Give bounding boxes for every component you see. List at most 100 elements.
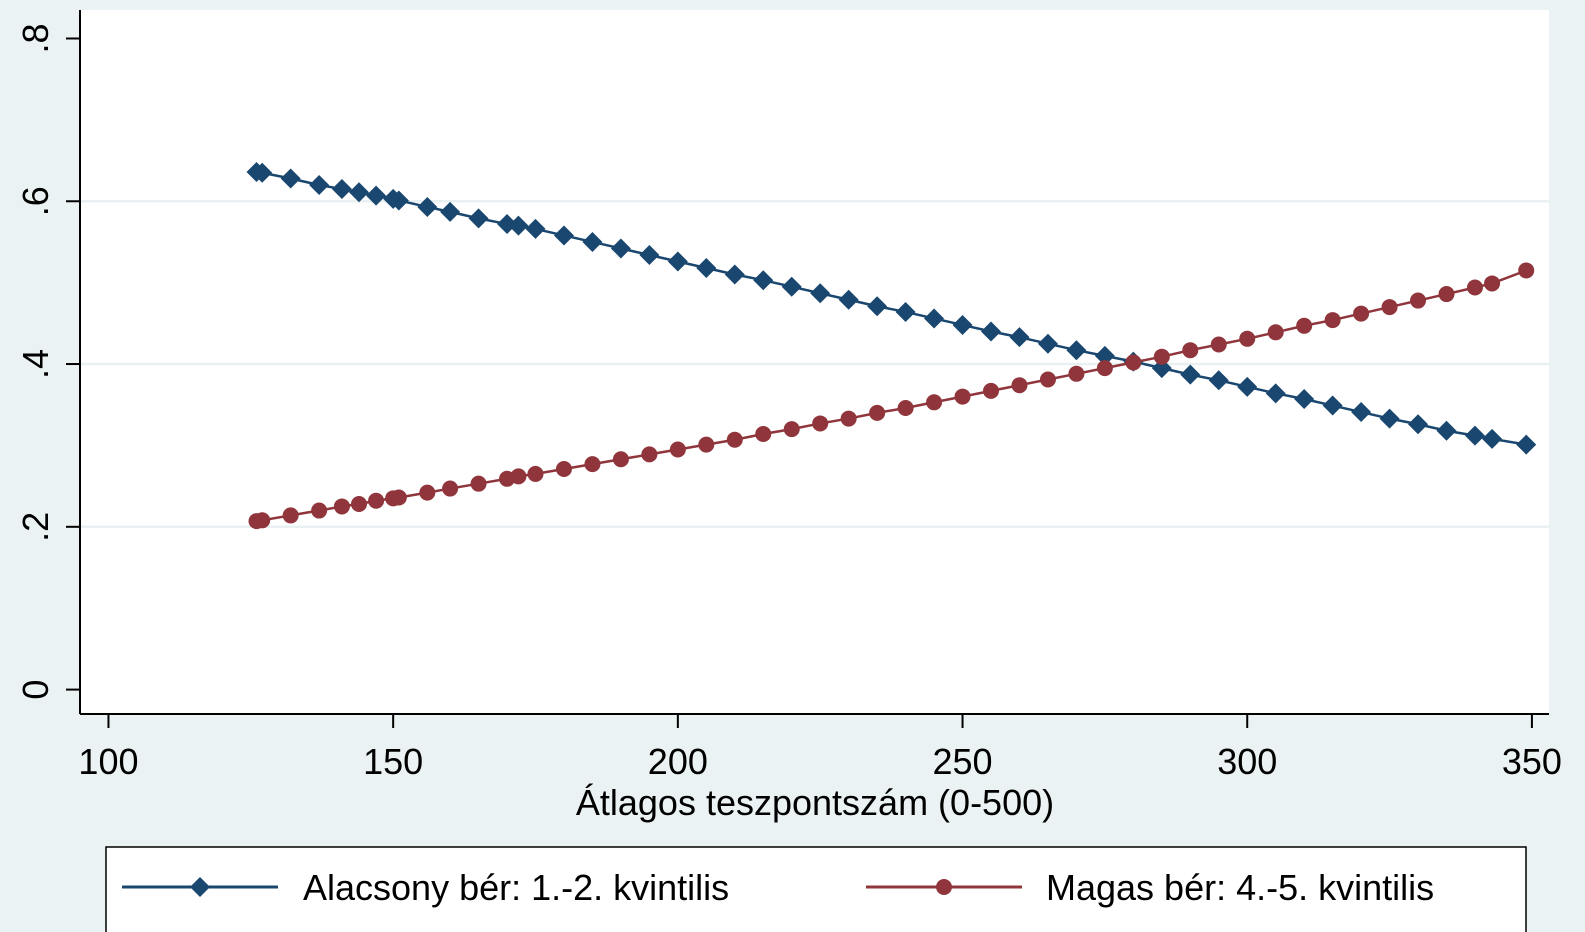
data-point-0-37 [1180, 364, 1201, 385]
data-point-1-49 [1518, 262, 1535, 279]
data-point-0-15 [553, 225, 574, 246]
data-point-1-2 [282, 507, 299, 524]
data-point-1-38 [1210, 336, 1227, 353]
data-point-1-22 [755, 426, 772, 443]
data-point-1-20 [698, 436, 715, 453]
grid-lines [80, 200, 1549, 529]
data-point-1-29 [954, 388, 971, 405]
legend-label-1: Magas bér: 4.-5. kvintilis [1046, 867, 1434, 908]
data-point-1-17 [612, 451, 629, 468]
data-point-1-27 [897, 399, 914, 416]
data-point-0-6 [366, 185, 387, 206]
y-tick-labels: 0 .2 .4 .6 .8 [15, 23, 56, 699]
x-tick-label-2: 200 [648, 741, 708, 782]
y-tick-label-1: .2 [15, 512, 56, 542]
data-point-1-47 [1466, 279, 1483, 296]
data-point-1-5 [350, 496, 367, 513]
data-point-0-12 [497, 214, 518, 235]
data-point-0-5 [348, 182, 369, 203]
x-tick-label-1: 150 [363, 741, 423, 782]
x-tick-labels: 100 150 200 250 300 350 [78, 741, 1562, 782]
data-point-1-10 [442, 480, 459, 497]
data-point-1-46 [1438, 286, 1455, 303]
data-point-0-36 [1151, 358, 1172, 379]
x-tick-label-5: 350 [1502, 741, 1562, 782]
data-point-1-18 [641, 446, 658, 463]
data-point-1-8 [390, 489, 407, 506]
data-point-1-35 [1125, 354, 1142, 371]
data-point-0-17 [610, 238, 631, 259]
x-tick-label-0: 100 [78, 741, 138, 782]
data-point-1-48 [1484, 275, 1501, 292]
data-point-0-22 [753, 270, 774, 291]
data-point-1-45 [1410, 292, 1427, 309]
data-point-0-48 [1482, 428, 1503, 449]
data-point-1-24 [812, 415, 829, 432]
data-point-0-39 [1237, 376, 1258, 397]
data-point-1-41 [1296, 317, 1313, 334]
series-layer [246, 161, 1537, 530]
data-point-0-46 [1436, 420, 1457, 441]
data-point-0-41 [1294, 389, 1315, 410]
data-point-0-49 [1516, 434, 1537, 455]
data-point-1-43 [1353, 305, 1370, 322]
data-point-0-33 [1066, 340, 1087, 361]
data-point-1-21 [726, 431, 743, 448]
data-point-1-19 [669, 441, 686, 458]
data-point-0-21 [724, 264, 745, 285]
data-point-0-44 [1379, 408, 1400, 429]
data-point-1-1 [254, 512, 271, 529]
data-point-0-20 [696, 257, 717, 278]
data-point-0-28 [924, 308, 945, 329]
data-point-1-16 [584, 456, 601, 473]
data-point-1-11 [470, 475, 487, 492]
data-point-0-4 [331, 179, 352, 200]
y-tick-label-4: .8 [15, 23, 56, 53]
axes [66, 10, 1549, 728]
data-point-0-16 [582, 231, 603, 252]
legend: Alacsony bér: 1.-2. kvintilis Magas bér: … [105, 846, 1527, 932]
data-point-1-25 [840, 410, 857, 427]
data-point-0-47 [1464, 425, 1485, 446]
data-point-0-42 [1322, 395, 1343, 416]
data-point-0-13 [508, 215, 529, 236]
y-tick-label-3: .6 [15, 186, 56, 216]
data-point-1-30 [983, 382, 1000, 399]
data-point-0-18 [639, 244, 660, 265]
data-point-1-3 [311, 502, 328, 519]
data-point-1-26 [869, 404, 886, 421]
data-point-1-40 [1267, 324, 1284, 341]
data-point-1-33 [1068, 365, 1085, 382]
data-point-0-34 [1094, 345, 1115, 366]
data-point-1-13 [510, 468, 527, 485]
data-point-0-31 [1009, 327, 1030, 348]
data-point-1-37 [1182, 342, 1199, 359]
legend-marker-0 [190, 877, 210, 897]
series-1 [248, 262, 1535, 530]
data-point-1-15 [555, 461, 572, 478]
data-point-0-2 [280, 168, 301, 189]
data-point-0-19 [667, 251, 688, 272]
data-point-0-38 [1208, 370, 1229, 391]
series-0 [246, 161, 1537, 455]
data-point-0-23 [781, 276, 802, 297]
data-point-0-45 [1408, 414, 1429, 435]
data-point-0-3 [309, 174, 330, 195]
data-point-0-8 [388, 190, 409, 211]
x-tick-label-3: 250 [932, 741, 992, 782]
data-point-0-30 [981, 321, 1002, 342]
data-point-1-23 [783, 421, 800, 438]
legend-box [105, 846, 1527, 932]
x-axis-title: Átlagos teszpontszám (0-500) [576, 782, 1054, 823]
data-point-1-28 [926, 394, 943, 411]
data-point-0-40 [1265, 383, 1286, 404]
y-tick-label-0: 0 [15, 680, 56, 700]
data-point-0-29 [952, 314, 973, 335]
data-point-0-32 [1037, 333, 1058, 354]
x-tick-label-4: 300 [1217, 741, 1277, 782]
data-point-1-32 [1039, 371, 1056, 388]
data-point-1-39 [1239, 330, 1256, 347]
legend-marker-1 [936, 879, 952, 895]
data-point-1-4 [333, 498, 350, 515]
